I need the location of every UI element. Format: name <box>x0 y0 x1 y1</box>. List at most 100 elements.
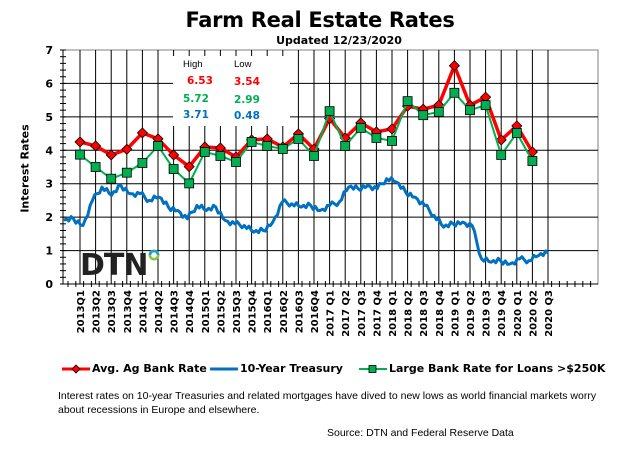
x-tick-label: 2014Q4 <box>185 290 196 333</box>
stats-header-high: High <box>183 59 203 70</box>
y-tick-label: 6 <box>45 77 53 90</box>
large-bank-marker <box>324 106 335 117</box>
avg-ag-marker <box>168 149 180 161</box>
avg-ag-marker <box>90 140 102 152</box>
legend-item-avg-ag: Avg. Ag Bank Rate <box>62 362 207 375</box>
large-bank-marker <box>293 134 304 144</box>
large-bank-marker <box>106 173 117 184</box>
x-tick-label: 2020 Q1 <box>513 290 524 337</box>
large-bank-marker <box>496 150 507 160</box>
large-bank-marker <box>387 136 397 146</box>
legend-label: 10-Year Treasury <box>240 362 343 375</box>
x-tick-label: 2015Q3 <box>232 290 243 333</box>
chart-title: Farm Real Estate Rates <box>185 8 455 32</box>
series-layer <box>63 60 549 266</box>
y-tick-label: 5 <box>45 111 53 124</box>
x-tick-label: 2020 Q2 <box>528 290 539 337</box>
y-tick-label: 0 <box>45 278 53 291</box>
x-tick-label: 2018 Q4 <box>435 290 446 337</box>
large-bank-marker <box>402 96 413 107</box>
large-bank-marker <box>418 110 429 121</box>
x-tick-label: 2019 Q2 <box>466 290 477 337</box>
avg-ag-marker <box>386 123 398 135</box>
chart-note: Interest rates on 10-year Treasuries and… <box>58 390 597 416</box>
large-bank-marker <box>340 141 351 151</box>
avg-ag-line <box>79 63 534 169</box>
large-bank-marker <box>309 151 319 161</box>
legend-square-icon <box>359 364 387 373</box>
avg-ag-marker <box>74 136 86 148</box>
large-bank-marker <box>511 128 522 138</box>
x-tick-label: 2017 Q3 <box>357 290 368 337</box>
large-bank-marker <box>231 157 241 167</box>
x-tick-label: 2017 Q1 <box>326 290 337 337</box>
large-bank-marker <box>168 164 179 174</box>
x-tick-label: 2013Q1 <box>76 290 87 333</box>
y-axis-ticks: 0 1 2 3 4 5 6 7 <box>45 44 66 291</box>
large-bank-marker <box>277 144 288 154</box>
series-0 <box>74 60 538 173</box>
series-1 <box>63 176 549 266</box>
x-tick-label: 2013Q3 <box>107 290 118 333</box>
stats-ag-low: 3.54 <box>234 76 260 88</box>
large-bank-marker <box>184 178 195 189</box>
avg-ag-marker <box>105 149 117 161</box>
large-bank-marker <box>465 105 475 116</box>
stats-box: High Low 6.53 3.54 5.72 2.99 3.71 0.48 <box>173 56 290 126</box>
x-tick-label: 2016Q4 <box>310 290 321 333</box>
legend-label: Avg. Ag Bank Rate <box>92 362 207 375</box>
chart-subtitle: Updated 12/23/2020 <box>276 34 402 47</box>
large-bank-marker <box>137 158 148 168</box>
avg-ag-marker <box>136 127 148 139</box>
avg-ag-marker <box>495 134 507 146</box>
avg-ag-marker <box>183 161 195 173</box>
y-axis-label: Interest Rates <box>18 124 32 213</box>
legend-label: Large Bank Rate for Loans >$250K <box>389 362 606 375</box>
dtn-logo: DTN <box>80 248 160 283</box>
y-tick-label: 7 <box>45 44 53 57</box>
stats-large-low: 2.99 <box>234 94 260 106</box>
y-tick-label: 3 <box>45 178 53 191</box>
x-tick-label: 2014Q2 <box>154 290 165 333</box>
avg-ag-marker <box>121 143 133 155</box>
large-bank-marker <box>246 137 257 147</box>
x-tick-label: 2017 Q4 <box>372 290 383 337</box>
x-tick-label: 2019 Q3 <box>482 290 493 337</box>
x-tick-label: 2015Q1 <box>201 290 212 333</box>
legend-item-large-bank: Large Bank Rate for Loans >$250K <box>359 362 605 375</box>
dtn-logo-dot-icon <box>148 249 160 261</box>
stats-treasury-low: 0.48 <box>234 110 260 122</box>
large-bank-marker <box>262 141 273 151</box>
large-bank-marker <box>75 149 85 160</box>
chart-source: Source: DTN and Federal Reserve Data <box>327 427 514 439</box>
large-bank-marker <box>480 100 491 111</box>
legend-item-treasury: 10-Year Treasury <box>210 362 343 375</box>
stats-header-low: Low <box>234 59 252 70</box>
x-tick-label: 2018 Q2 <box>404 290 415 337</box>
large-bank-marker <box>527 156 538 166</box>
legend-diamond-icon <box>62 363 90 374</box>
large-bank-marker <box>355 122 366 133</box>
x-tick-label: 2013Q4 <box>123 290 134 333</box>
x-tick-label: 2018 Q1 <box>388 290 399 337</box>
x-tick-label: 2014Q1 <box>138 290 149 333</box>
legend-line-icon <box>210 367 238 370</box>
x-tick-label: 2014Q3 <box>170 290 181 333</box>
x-tick-label: 2017 Q2 <box>341 290 352 337</box>
large-bank-marker <box>215 151 226 161</box>
y-tick-label: 1 <box>45 245 53 258</box>
dtn-logo-text: DTN <box>80 248 148 283</box>
x-tick-label: 2019 Q4 <box>497 290 508 337</box>
y-tick-label: 4 <box>45 144 53 157</box>
x-tick-label: 2016Q1 <box>263 290 274 333</box>
x-tick-label: 2015Q2 <box>216 290 227 333</box>
large-bank-marker <box>121 167 132 178</box>
large-bank-marker <box>371 133 382 143</box>
x-tick-label: 2016Q3 <box>294 290 305 333</box>
large-bank-marker <box>449 87 460 98</box>
avg-ag-marker <box>448 60 460 72</box>
large-bank-marker <box>433 106 444 117</box>
treasury-line <box>63 176 549 266</box>
stats-ag-high: 6.53 <box>187 75 213 87</box>
legend: Avg. Ag Bank Rate 10-Year Treasury Large… <box>62 362 622 382</box>
